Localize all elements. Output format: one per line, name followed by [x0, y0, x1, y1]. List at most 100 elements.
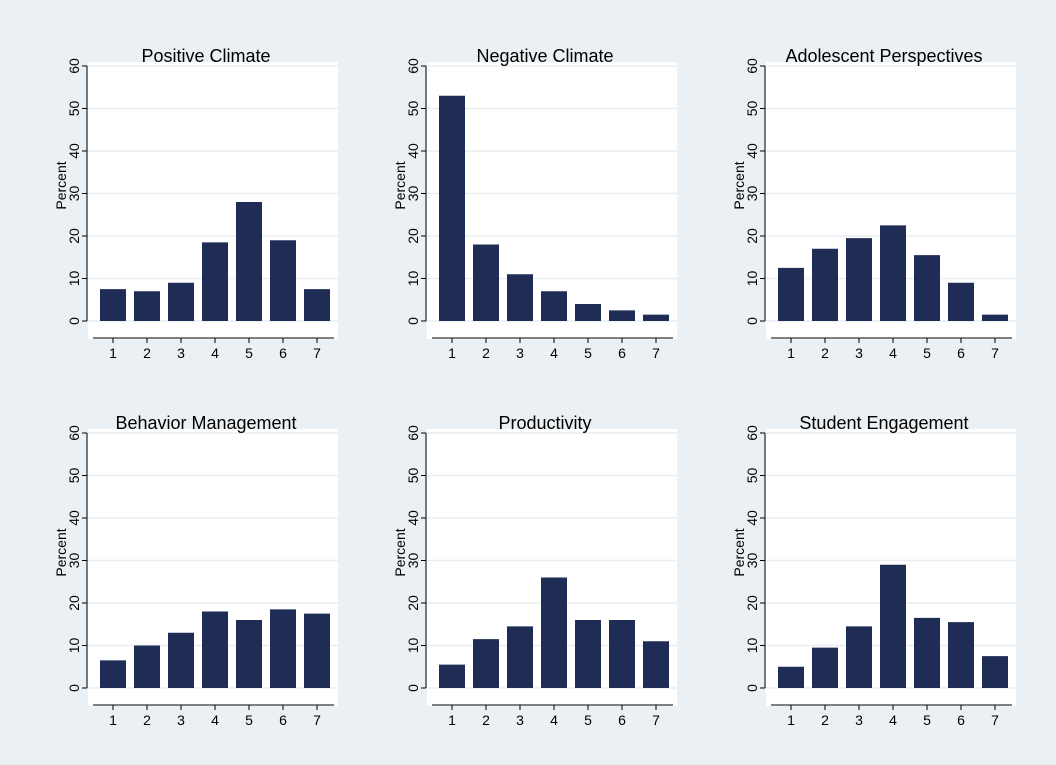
x-tick-label: 1	[109, 345, 117, 361]
chart-panel-4: 0 10 20 30 40 50 60 Percent 1 2 3 4 5 6 7 Behavior Mana…	[53, 413, 338, 728]
bar-3	[846, 238, 872, 321]
bar-6	[609, 310, 635, 321]
x-tick-label: 2	[143, 345, 151, 361]
bar-4	[202, 611, 228, 688]
bar-6	[609, 620, 635, 688]
bar-4	[541, 577, 567, 688]
x-tick-label: 1	[448, 712, 456, 728]
bar-3	[168, 282, 194, 321]
y-tick-label: 30	[744, 186, 760, 202]
bar-1	[439, 664, 465, 688]
y-tick-label: 10	[66, 638, 82, 654]
y-tick-label: 60	[66, 425, 82, 441]
x-tick-label: 4	[889, 345, 897, 361]
chart-panel-6: 0 10 20 30 40 50 60 Percent 1 2 3 4 5 6 7 Student Engag…	[731, 413, 1016, 728]
chart-panel-1: 0 10 20 30 40 50 60 Percent 1 2 3 4 5 6 7 Positive Clim…	[53, 46, 338, 361]
x-tick-label: 2	[821, 712, 829, 728]
y-tick-label: 50	[744, 101, 760, 117]
x-tick-label: 7	[652, 345, 660, 361]
y-tick-label: 20	[744, 228, 760, 244]
x-tick-label: 3	[177, 712, 185, 728]
bar-7	[982, 656, 1008, 688]
bar-7	[304, 289, 330, 321]
y-tick-label: 40	[744, 143, 760, 159]
bar-5	[236, 202, 262, 321]
y-axis-title: Percent	[392, 528, 408, 576]
bar-4	[541, 291, 567, 321]
y-tick-label: 20	[405, 595, 421, 611]
y-tick-label: 50	[405, 101, 421, 117]
bar-5	[236, 620, 262, 688]
chart-panel-5: 0 10 20 30 40 50 60 Percent 1 2 3 4 5 6 7 Productivity	[392, 413, 677, 728]
bar-6	[948, 282, 974, 321]
chart-title: Adolescent Perspectives	[785, 46, 982, 66]
x-tick-label: 1	[787, 712, 795, 728]
bar-1	[100, 289, 126, 321]
y-tick-label: 10	[405, 271, 421, 287]
x-tick-label: 5	[245, 712, 253, 728]
x-tick-label: 3	[855, 345, 863, 361]
x-tick-label: 1	[448, 345, 456, 361]
x-tick-label: 7	[991, 345, 999, 361]
y-tick-label: 10	[744, 638, 760, 654]
x-tick-label: 4	[211, 345, 219, 361]
chart-title: Productivity	[498, 413, 591, 433]
bar-1	[778, 267, 804, 321]
y-tick-label: 60	[744, 58, 760, 74]
x-tick-label: 4	[889, 712, 897, 728]
x-tick-label: 6	[957, 345, 965, 361]
y-tick-label: 40	[66, 510, 82, 526]
y-axis-title: Percent	[731, 528, 747, 576]
x-tick-label: 6	[279, 712, 287, 728]
bar-7	[304, 613, 330, 688]
y-tick-label: 40	[744, 510, 760, 526]
y-tick-label: 30	[405, 553, 421, 569]
bar-3	[168, 632, 194, 688]
bar-5	[914, 255, 940, 321]
y-tick-label: 60	[744, 425, 760, 441]
bar-6	[270, 609, 296, 688]
bar-4	[880, 564, 906, 688]
x-tick-label: 5	[584, 345, 592, 361]
bar-3	[846, 626, 872, 688]
y-tick-label: 20	[66, 595, 82, 611]
bar-2	[473, 244, 499, 321]
y-tick-label: 30	[66, 553, 82, 569]
x-tick-label: 2	[143, 712, 151, 728]
bar-2	[134, 291, 160, 321]
bar-7	[643, 641, 669, 688]
y-tick-label: 60	[405, 58, 421, 74]
x-tick-label: 2	[821, 345, 829, 361]
x-tick-label: 2	[482, 345, 490, 361]
x-tick-label: 5	[923, 345, 931, 361]
y-tick-label: 10	[66, 271, 82, 287]
chart-panel-3: 0 10 20 30 40 50 60 Percent 1 2 3 4 5 6 7 Adolescent Pe…	[731, 46, 1016, 361]
bar-5	[575, 620, 601, 688]
x-tick-label: 4	[211, 712, 219, 728]
y-axis-title: Percent	[731, 161, 747, 209]
x-tick-label: 5	[245, 345, 253, 361]
bar-4	[202, 242, 228, 321]
x-tick-label: 6	[618, 712, 626, 728]
x-tick-label: 4	[550, 345, 558, 361]
x-tick-label: 6	[279, 345, 287, 361]
y-axis-title: Percent	[53, 161, 69, 209]
y-tick-label: 60	[405, 425, 421, 441]
y-tick-label: 40	[405, 143, 421, 159]
x-tick-label: 3	[855, 712, 863, 728]
y-tick-label: 0	[405, 317, 421, 325]
x-tick-label: 5	[923, 712, 931, 728]
x-tick-label: 2	[482, 712, 490, 728]
x-tick-label: 7	[313, 712, 321, 728]
bar-3	[507, 274, 533, 321]
y-tick-label: 20	[405, 228, 421, 244]
y-tick-label: 30	[405, 186, 421, 202]
x-tick-label: 3	[516, 712, 524, 728]
bar-5	[575, 304, 601, 321]
bar-4	[880, 225, 906, 321]
y-tick-label: 20	[66, 228, 82, 244]
y-tick-label: 20	[744, 595, 760, 611]
y-tick-label: 0	[66, 684, 82, 692]
bar-3	[507, 626, 533, 688]
